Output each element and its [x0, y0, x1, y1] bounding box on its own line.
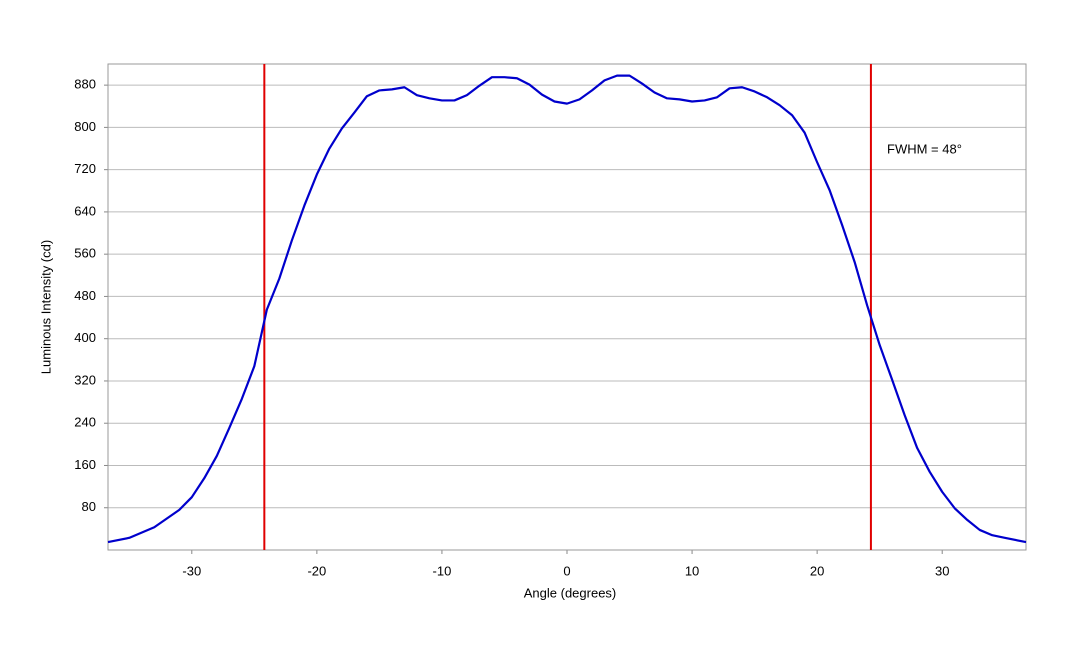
y-tick-label: 320 — [74, 372, 96, 387]
y-tick-label: 400 — [74, 330, 96, 345]
y-tick-label: 480 — [74, 288, 96, 303]
plot-frame — [107, 63, 1027, 551]
x-axis-label: Angle (degrees) — [524, 585, 617, 600]
y-tick-label: 240 — [74, 415, 96, 430]
data-line — [107, 74, 1027, 544]
y-tick-label: 880 — [74, 77, 96, 92]
y-axis-label: Luminous Intensity (cd) — [38, 240, 53, 374]
x-tick-label: -20 — [307, 563, 326, 578]
annotation: FWHM = 48° — [887, 141, 962, 156]
x-tick-label: -10 — [433, 563, 452, 578]
x-tick-label: 10 — [685, 563, 699, 578]
x-tick-label: 30 — [935, 563, 949, 578]
y-tick-label: 640 — [74, 203, 96, 218]
x-tick-label: -30 — [182, 563, 201, 578]
y-tick-label: 160 — [74, 457, 96, 472]
x-tick-label: 20 — [810, 563, 824, 578]
y-tick-label: 720 — [74, 161, 96, 176]
y-tick-label: 560 — [74, 246, 96, 261]
x-tick-label: 0 — [563, 563, 570, 578]
y-tick-label: 80 — [82, 499, 96, 514]
y-tick-label: 800 — [74, 119, 96, 134]
